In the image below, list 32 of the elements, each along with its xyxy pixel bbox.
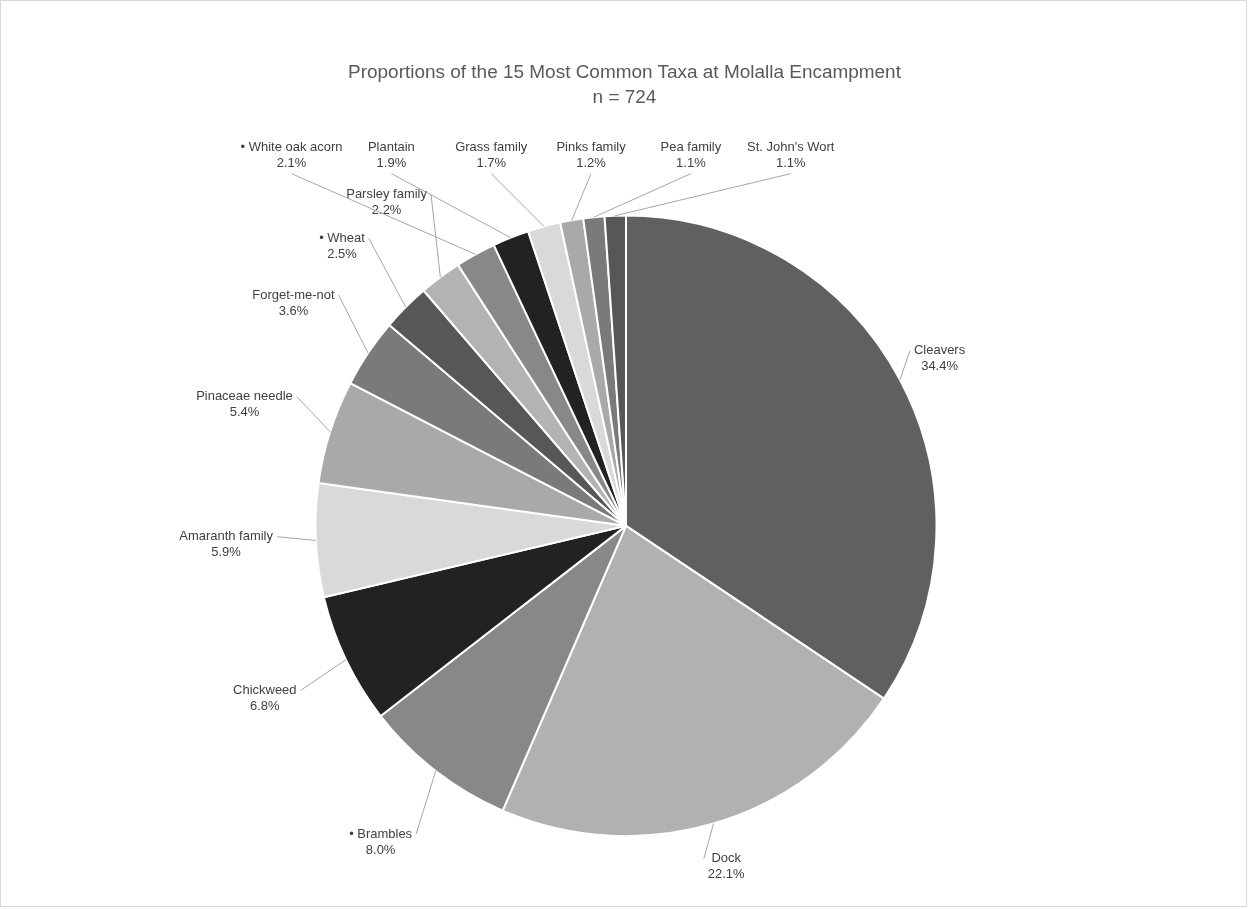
data-label: 5.4% <box>229 404 260 420</box>
chart-subtitle: n = 724 <box>592 86 657 108</box>
slice-label: Pinaceae needle <box>196 388 293 404</box>
data-label: 2.2% <box>371 202 402 218</box>
data-label: 1.1% <box>775 155 806 171</box>
data-label: 1.1% <box>676 155 707 171</box>
slice-label: Grass family <box>455 139 528 155</box>
slice-label: Plantain <box>367 139 415 155</box>
data-label: 34.4% <box>921 358 959 374</box>
slice-label: St. John's Wort <box>747 139 835 155</box>
data-label: 2.1% <box>276 155 307 171</box>
data-label: 8.0% <box>365 841 396 857</box>
slice-label: Pinks family <box>556 139 627 155</box>
data-label: 22.1% <box>707 866 746 882</box>
data-label: 6.8% <box>250 698 281 714</box>
slice-label: Amaranth family <box>179 528 274 544</box>
chart-title: Proportions of the 15 Most Common Taxa at Molalla Encampment <box>348 61 902 83</box>
data-label: 1.9% <box>376 155 407 171</box>
slice-label: • White oak acorn <box>240 139 343 155</box>
slice-label: Chickweed <box>233 682 297 698</box>
slice-label: Pea family <box>660 139 722 155</box>
slice-label: Parsley family <box>346 186 428 202</box>
slice-label: Cleavers <box>913 342 966 358</box>
data-label: 1.2% <box>576 155 607 171</box>
data-label: 5.9% <box>211 544 242 560</box>
data-label: 2.5% <box>327 245 358 261</box>
slice-label: Dock <box>711 850 742 866</box>
slice-label: • Brambles <box>349 825 413 841</box>
data-label: 3.6% <box>278 302 309 318</box>
slice-label: • Wheat <box>319 230 366 245</box>
slice-label: Forget-me-not <box>252 286 335 302</box>
data-label: 1.7% <box>476 155 507 171</box>
